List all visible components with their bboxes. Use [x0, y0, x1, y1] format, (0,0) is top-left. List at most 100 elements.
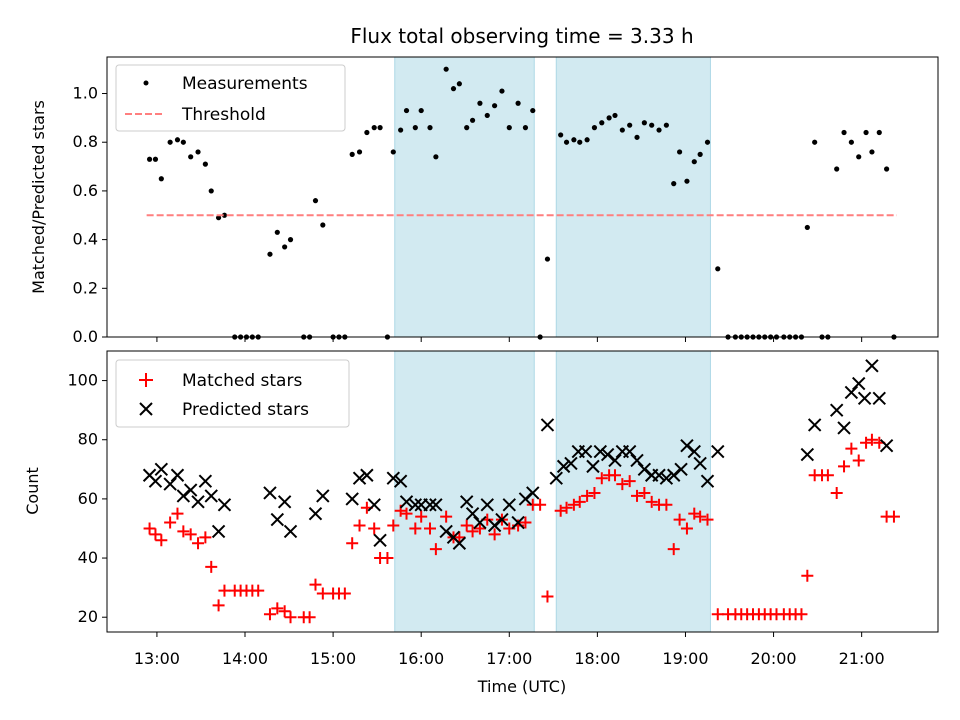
measurement-point	[671, 181, 677, 187]
measurement-point	[691, 159, 697, 165]
matched-star-point	[638, 486, 651, 499]
matched-star-point	[278, 605, 291, 618]
matched-star-point	[409, 522, 422, 535]
ratio-legend: Measurements Threshold	[115, 64, 346, 132]
measurement-point	[180, 139, 186, 145]
measurement-point	[412, 125, 418, 131]
predicted-star-point	[622, 444, 637, 459]
matched-star-point	[801, 569, 814, 582]
predicted-star-point	[452, 536, 467, 550]
predicted-star-point	[652, 468, 666, 482]
matched-star-point	[199, 531, 212, 544]
predicted-star-point	[270, 512, 285, 527]
measurement-point	[158, 176, 164, 182]
matched-star-point	[845, 442, 858, 455]
measurement-point	[274, 229, 280, 235]
measurement-point	[356, 149, 363, 155]
count-y-axis-label: Count	[23, 467, 42, 515]
predicted-star-point	[198, 474, 213, 488]
matched-star-point	[149, 528, 162, 541]
measurement-point	[863, 129, 869, 136]
measurement-point	[697, 151, 703, 157]
predicted-star-point	[154, 462, 169, 477]
predicted-star-point	[593, 444, 608, 459]
matched-star-point	[429, 543, 442, 556]
predicted-star-point	[487, 518, 502, 533]
predicted-star-point	[316, 489, 330, 503]
threshold-legend-label: Threshold	[181, 105, 266, 125]
ratio-legend-box	[115, 64, 346, 132]
measurement-point	[167, 139, 173, 145]
matched-star-point	[155, 534, 168, 547]
matched-star-point	[473, 522, 486, 535]
predicted-star-point	[556, 459, 571, 474]
measurement-point	[804, 224, 810, 231]
measurement-point	[450, 86, 457, 92]
predicted-star-point	[217, 498, 232, 512]
matched-star-point	[554, 504, 567, 517]
y-tick-label: 20	[78, 607, 98, 626]
matched-star-point	[852, 454, 865, 467]
matched-star-point	[694, 510, 707, 523]
measurement-point	[834, 166, 840, 172]
observing-interval-span	[555, 350, 711, 633]
measurement-point	[656, 127, 662, 133]
count-panel: 20 40 60 80 100 Count Matched stars Predicte…	[23, 350, 939, 637]
matched-star-point	[338, 587, 351, 600]
matched-star-point	[838, 460, 851, 473]
predicted-star-point	[502, 498, 516, 512]
predicted-star-point	[191, 495, 205, 509]
matched-star-point	[309, 578, 322, 591]
predicted-star-point	[176, 489, 191, 503]
measurement-point	[282, 244, 288, 250]
measurement-point	[287, 237, 294, 243]
measurement-point	[312, 198, 319, 204]
matched-star-point	[192, 537, 205, 550]
predicted-star-point	[852, 376, 866, 391]
count-legend: Matched stars Predicted stars	[115, 359, 350, 428]
measurement-point	[558, 132, 564, 138]
predicted-star-point	[460, 495, 474, 509]
matched-star-point	[573, 495, 586, 508]
predicted-star-point	[399, 495, 414, 509]
predicted-star-point	[373, 533, 387, 548]
measurement-point	[398, 127, 404, 133]
predicted-star-point	[386, 471, 401, 485]
y-tick-label: 80	[78, 430, 98, 449]
measurement-point	[267, 251, 273, 257]
measurement-point	[641, 120, 647, 126]
observing-interval-span	[394, 56, 535, 338]
measurement-point	[856, 154, 862, 160]
y-tick-label: 40	[78, 548, 98, 567]
measurement-point	[522, 125, 529, 131]
measurement-point	[371, 125, 377, 131]
predicted-star-point	[586, 459, 600, 474]
matched-star-point	[488, 528, 501, 541]
predicted-star-point	[277, 495, 292, 509]
matched-star-point	[616, 478, 629, 491]
measurement-point	[704, 139, 711, 145]
measurement-point	[174, 137, 181, 143]
predicted-star-point	[308, 506, 323, 521]
measurement-point	[464, 125, 470, 131]
y-tick-label: 0.2	[73, 278, 98, 297]
predicted-star-point	[408, 498, 423, 512]
count-axis-ticks: 20 40 60 80 100	[67, 371, 863, 637]
matched-star-point	[400, 507, 413, 520]
measurement-point	[884, 166, 890, 172]
predicted-star-point	[345, 492, 359, 506]
measurement-point	[684, 178, 690, 184]
ratio-plot-frame	[106, 56, 939, 338]
ratio-axis-ticks: 0.0 0.2 0.4 0.6 0.8 1.0	[73, 84, 863, 346]
matched-star-point	[567, 498, 580, 511]
matched-star-point	[171, 507, 184, 520]
matched-star-point	[541, 590, 554, 603]
x-tick-label: 20:00	[751, 649, 797, 668]
chart-title: Flux total observing time = 3.33 h	[350, 24, 693, 48]
x-tick-label: 18:00	[574, 649, 620, 668]
measurement-point	[848, 139, 854, 145]
measurement-point	[433, 154, 439, 160]
matched-star-point	[184, 528, 197, 541]
measurement-point	[563, 139, 570, 145]
